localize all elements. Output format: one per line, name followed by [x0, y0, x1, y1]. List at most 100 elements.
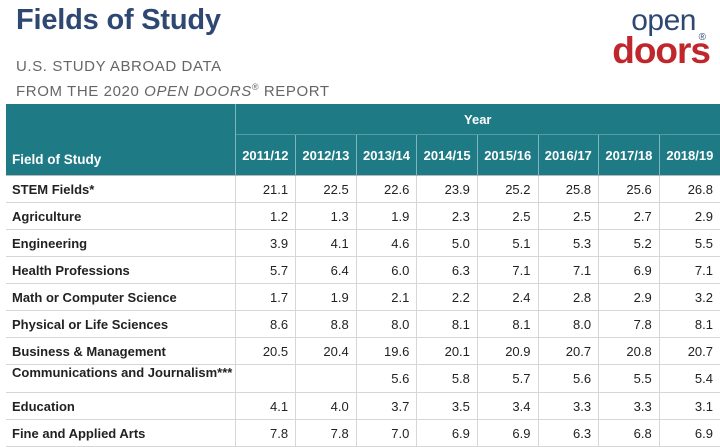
subtitle-line-2: FROM THE 2020 OPEN DOORS® REPORT — [16, 77, 330, 102]
value-cell: 7.8 — [598, 310, 660, 338]
year-group-header: Year — [234, 104, 720, 135]
table-row: STEM Fields* 21.1 22.5 22.6 23.9 25.2 25.8 25.6… — [6, 175, 720, 203]
value-cell: 2.2 — [416, 283, 478, 311]
value-cell: 2.9 — [598, 283, 660, 311]
value-cell: 22.6 — [355, 175, 417, 203]
table-row: Business & Management 20.5 20.4 19.6 20.1 20.… — [6, 337, 720, 365]
table-row: Communications and Journalism*** 5.6 5.8 5.… — [6, 364, 720, 393]
field-name-cell: Communications and Journalism*** — [6, 364, 236, 393]
subtitle-reg-mark: ® — [251, 82, 260, 92]
value-cell: 2.4 — [476, 283, 538, 311]
value-cell: 6.3 — [537, 419, 599, 447]
value-cell: 1.7 — [234, 283, 296, 311]
field-name-cell: STEM Fields* — [6, 175, 236, 203]
open-doors-logo: open ® doors — [600, 4, 712, 74]
value-cell: 2.5 — [476, 202, 538, 230]
table-row: Fine and Applied Arts 7.8 7.8 7.0 6.9 6.9 6.3 6… — [6, 419, 720, 447]
value-cell: 5.1 — [476, 229, 538, 257]
year-header: 2018/19 — [658, 134, 720, 176]
value-cell: 2.5 — [537, 202, 599, 230]
value-cell: 1.2 — [234, 202, 296, 230]
value-cell: 3.9 — [234, 229, 296, 257]
table-row: Math or Computer Science 1.7 1.9 2.1 2.2 2.4 2… — [6, 283, 720, 311]
value-cell: 5.5 — [598, 364, 660, 393]
subtitle-pre: FROM THE 2020 — [16, 83, 145, 100]
value-cell: 8.1 — [658, 310, 720, 338]
field-name-cell: Business & Management — [6, 337, 236, 365]
value-cell: 19.6 — [355, 337, 417, 365]
value-cell: 6.9 — [598, 256, 660, 284]
value-cell: 5.6 — [537, 364, 599, 393]
field-name-cell: Physical or Life Sciences — [6, 310, 236, 338]
value-cell: 5.2 — [598, 229, 660, 257]
value-cell: 8.0 — [355, 310, 417, 338]
year-header: 2015/16 — [476, 134, 538, 176]
value-cell: 3.7 — [355, 392, 417, 420]
subtitle-report-name: OPEN DOORS — [144, 83, 252, 100]
value-cell — [295, 364, 357, 393]
value-cell: 2.8 — [537, 283, 599, 311]
value-cell: 20.7 — [658, 337, 720, 365]
value-cell: 8.6 — [234, 310, 296, 338]
value-cell: 3.2 — [658, 283, 720, 311]
year-header: 2011/12 — [234, 134, 296, 176]
table-row: Education 4.1 4.0 3.7 3.5 3.4 3.3 3.3 3.1 — [6, 392, 720, 420]
value-cell: 6.0 — [355, 256, 417, 284]
value-cell — [234, 364, 296, 393]
value-cell: 1.9 — [295, 283, 357, 311]
value-cell: 20.5 — [234, 337, 296, 365]
year-header: 2012/13 — [295, 134, 357, 176]
table-row: Agriculture 1.2 1.3 1.9 2.3 2.5 2.5 2.7 2.9 — [6, 202, 720, 230]
value-cell: 2.1 — [355, 283, 417, 311]
field-name-cell: Education — [6, 392, 236, 420]
value-cell: 25.2 — [476, 175, 538, 203]
value-cell: 6.9 — [416, 419, 478, 447]
year-header: 2013/14 — [355, 134, 417, 176]
value-cell: 2.9 — [658, 202, 720, 230]
value-cell: 22.5 — [295, 175, 357, 203]
value-cell: 8.8 — [295, 310, 357, 338]
field-name-cell: Math or Computer Science — [6, 283, 236, 311]
logo-reg-mark: ® — [698, 32, 706, 43]
value-cell: 4.1 — [295, 229, 357, 257]
value-cell: 3.4 — [476, 392, 538, 420]
field-name-cell: Engineering — [6, 229, 236, 257]
value-cell: 8.1 — [416, 310, 478, 338]
value-cell: 5.0 — [416, 229, 478, 257]
value-cell: 25.8 — [537, 175, 599, 203]
year-header: 2014/15 — [416, 134, 478, 176]
value-cell: 6.8 — [598, 419, 660, 447]
value-cell: 3.1 — [658, 392, 720, 420]
value-cell: 6.9 — [658, 419, 720, 447]
year-header: 2017/18 — [598, 134, 660, 176]
value-cell: 7.8 — [234, 419, 296, 447]
value-cell: 26.8 — [658, 175, 720, 203]
field-name-cell: Health Professions — [6, 256, 236, 284]
value-cell: 21.1 — [234, 175, 296, 203]
field-name-cell: Fine and Applied Arts — [6, 419, 236, 447]
value-cell: 20.4 — [295, 337, 357, 365]
value-cell: 4.1 — [234, 392, 296, 420]
table-row: Physical or Life Sciences 8.6 8.8 8.0 8.1 8.1… — [6, 310, 720, 338]
value-cell: 7.8 — [295, 419, 357, 447]
fields-of-study-table: Field of Study Year 2011/12 2012/13 2013/1… — [6, 104, 720, 447]
value-cell: 1.9 — [355, 202, 417, 230]
value-cell: 5.6 — [355, 364, 417, 393]
value-cell: 20.7 — [537, 337, 599, 365]
value-cell: 25.6 — [598, 175, 660, 203]
value-cell: 2.7 — [598, 202, 660, 230]
value-cell: 8.1 — [476, 310, 538, 338]
year-header: 2016/17 — [537, 134, 599, 176]
value-cell: 2.3 — [416, 202, 478, 230]
value-cell: 20.1 — [416, 337, 478, 365]
value-cell: 5.3 — [537, 229, 599, 257]
table-row: Engineering 3.9 4.1 4.6 5.0 5.1 5.3 5.2 5.5 — [6, 229, 720, 257]
value-cell: 5.8 — [416, 364, 478, 393]
value-cell: 7.1 — [658, 256, 720, 284]
value-cell: 5.7 — [476, 364, 538, 393]
field-name-cell: Agriculture — [6, 202, 236, 230]
value-cell: 3.3 — [598, 392, 660, 420]
value-cell: 5.4 — [658, 364, 720, 393]
field-of-study-header: Field of Study — [6, 104, 236, 176]
value-cell: 23.9 — [416, 175, 478, 203]
